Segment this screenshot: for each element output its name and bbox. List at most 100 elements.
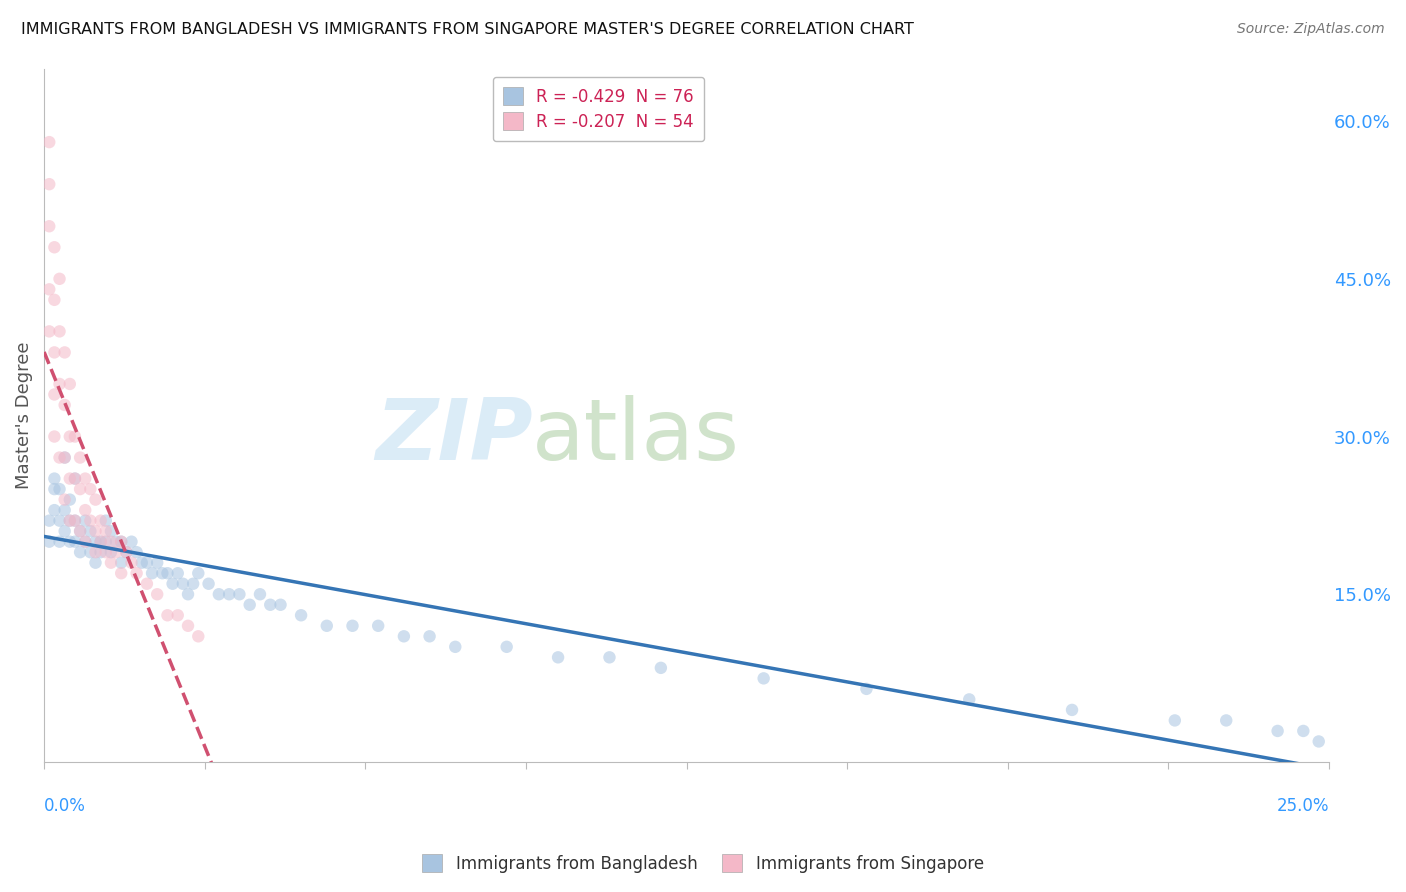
Point bbox=[162, 576, 184, 591]
Point bbox=[44, 387, 66, 401]
Point bbox=[218, 587, 240, 601]
Point bbox=[38, 135, 60, 149]
Point bbox=[208, 587, 231, 601]
Point bbox=[53, 398, 76, 412]
Legend: Immigrants from Bangladesh, Immigrants from Singapore: Immigrants from Bangladesh, Immigrants f… bbox=[416, 847, 990, 880]
Point bbox=[75, 534, 97, 549]
Point bbox=[177, 587, 200, 601]
Point bbox=[44, 503, 66, 517]
Point bbox=[90, 514, 112, 528]
Point bbox=[63, 514, 86, 528]
Point bbox=[79, 524, 101, 538]
Point bbox=[156, 608, 179, 623]
Point bbox=[75, 534, 97, 549]
Point bbox=[1060, 703, 1083, 717]
Point bbox=[105, 534, 128, 549]
Point bbox=[53, 345, 76, 359]
Point bbox=[38, 177, 60, 191]
Point bbox=[156, 566, 179, 581]
Point bbox=[249, 587, 271, 601]
Point bbox=[59, 376, 82, 391]
Point bbox=[957, 692, 980, 706]
Point bbox=[100, 556, 122, 570]
Point bbox=[166, 608, 188, 623]
Point bbox=[84, 534, 107, 549]
Point bbox=[59, 534, 82, 549]
Point bbox=[90, 534, 112, 549]
Point bbox=[135, 556, 157, 570]
Point bbox=[63, 472, 86, 486]
Point bbox=[84, 524, 107, 538]
Point bbox=[69, 482, 91, 496]
Point bbox=[94, 514, 117, 528]
Point bbox=[110, 556, 132, 570]
Point bbox=[367, 619, 389, 633]
Point bbox=[419, 629, 441, 643]
Point bbox=[75, 503, 97, 517]
Point bbox=[94, 534, 117, 549]
Point bbox=[135, 576, 157, 591]
Point bbox=[79, 514, 101, 528]
Point bbox=[110, 534, 132, 549]
Point bbox=[44, 240, 66, 254]
Text: IMMIGRANTS FROM BANGLADESH VS IMMIGRANTS FROM SINGAPORE MASTER'S DEGREE CORRELAT: IMMIGRANTS FROM BANGLADESH VS IMMIGRANTS… bbox=[21, 22, 914, 37]
Point bbox=[121, 534, 143, 549]
Point bbox=[270, 598, 292, 612]
Point bbox=[63, 514, 86, 528]
Point bbox=[177, 619, 200, 633]
Point bbox=[94, 545, 117, 559]
Point bbox=[48, 272, 70, 286]
Point bbox=[48, 376, 70, 391]
Point bbox=[69, 450, 91, 465]
Point bbox=[53, 450, 76, 465]
Text: 25.0%: 25.0% bbox=[1277, 797, 1329, 815]
Point bbox=[53, 503, 76, 517]
Point bbox=[125, 545, 148, 559]
Point bbox=[181, 576, 204, 591]
Text: 0.0%: 0.0% bbox=[44, 797, 86, 815]
Point bbox=[1292, 723, 1315, 738]
Point bbox=[48, 534, 70, 549]
Point bbox=[75, 472, 97, 486]
Point bbox=[752, 671, 775, 685]
Point bbox=[495, 640, 517, 654]
Point bbox=[239, 598, 262, 612]
Point bbox=[63, 429, 86, 443]
Point bbox=[38, 282, 60, 296]
Point bbox=[59, 514, 82, 528]
Point bbox=[59, 514, 82, 528]
Point bbox=[1308, 734, 1330, 748]
Legend: R = -0.429  N = 76, R = -0.207  N = 54: R = -0.429 N = 76, R = -0.207 N = 54 bbox=[494, 77, 704, 141]
Point bbox=[53, 492, 76, 507]
Point bbox=[79, 545, 101, 559]
Point bbox=[38, 514, 60, 528]
Point bbox=[84, 492, 107, 507]
Point bbox=[69, 545, 91, 559]
Point bbox=[131, 556, 153, 570]
Text: atlas: atlas bbox=[533, 395, 741, 478]
Point bbox=[105, 545, 128, 559]
Point bbox=[100, 524, 122, 538]
Point bbox=[290, 608, 312, 623]
Point bbox=[75, 514, 97, 528]
Point bbox=[44, 345, 66, 359]
Point bbox=[166, 566, 188, 581]
Point bbox=[69, 524, 91, 538]
Text: ZIP: ZIP bbox=[375, 395, 533, 478]
Point bbox=[59, 492, 82, 507]
Point bbox=[141, 566, 163, 581]
Text: Source: ZipAtlas.com: Source: ZipAtlas.com bbox=[1237, 22, 1385, 37]
Point bbox=[48, 325, 70, 339]
Point bbox=[650, 661, 672, 675]
Point bbox=[59, 429, 82, 443]
Point bbox=[115, 545, 138, 559]
Point bbox=[63, 534, 86, 549]
Point bbox=[44, 482, 66, 496]
Point bbox=[44, 293, 66, 307]
Point bbox=[48, 482, 70, 496]
Point bbox=[69, 524, 91, 538]
Point bbox=[121, 556, 143, 570]
Point bbox=[392, 629, 415, 643]
Point bbox=[90, 534, 112, 549]
Point bbox=[197, 576, 219, 591]
